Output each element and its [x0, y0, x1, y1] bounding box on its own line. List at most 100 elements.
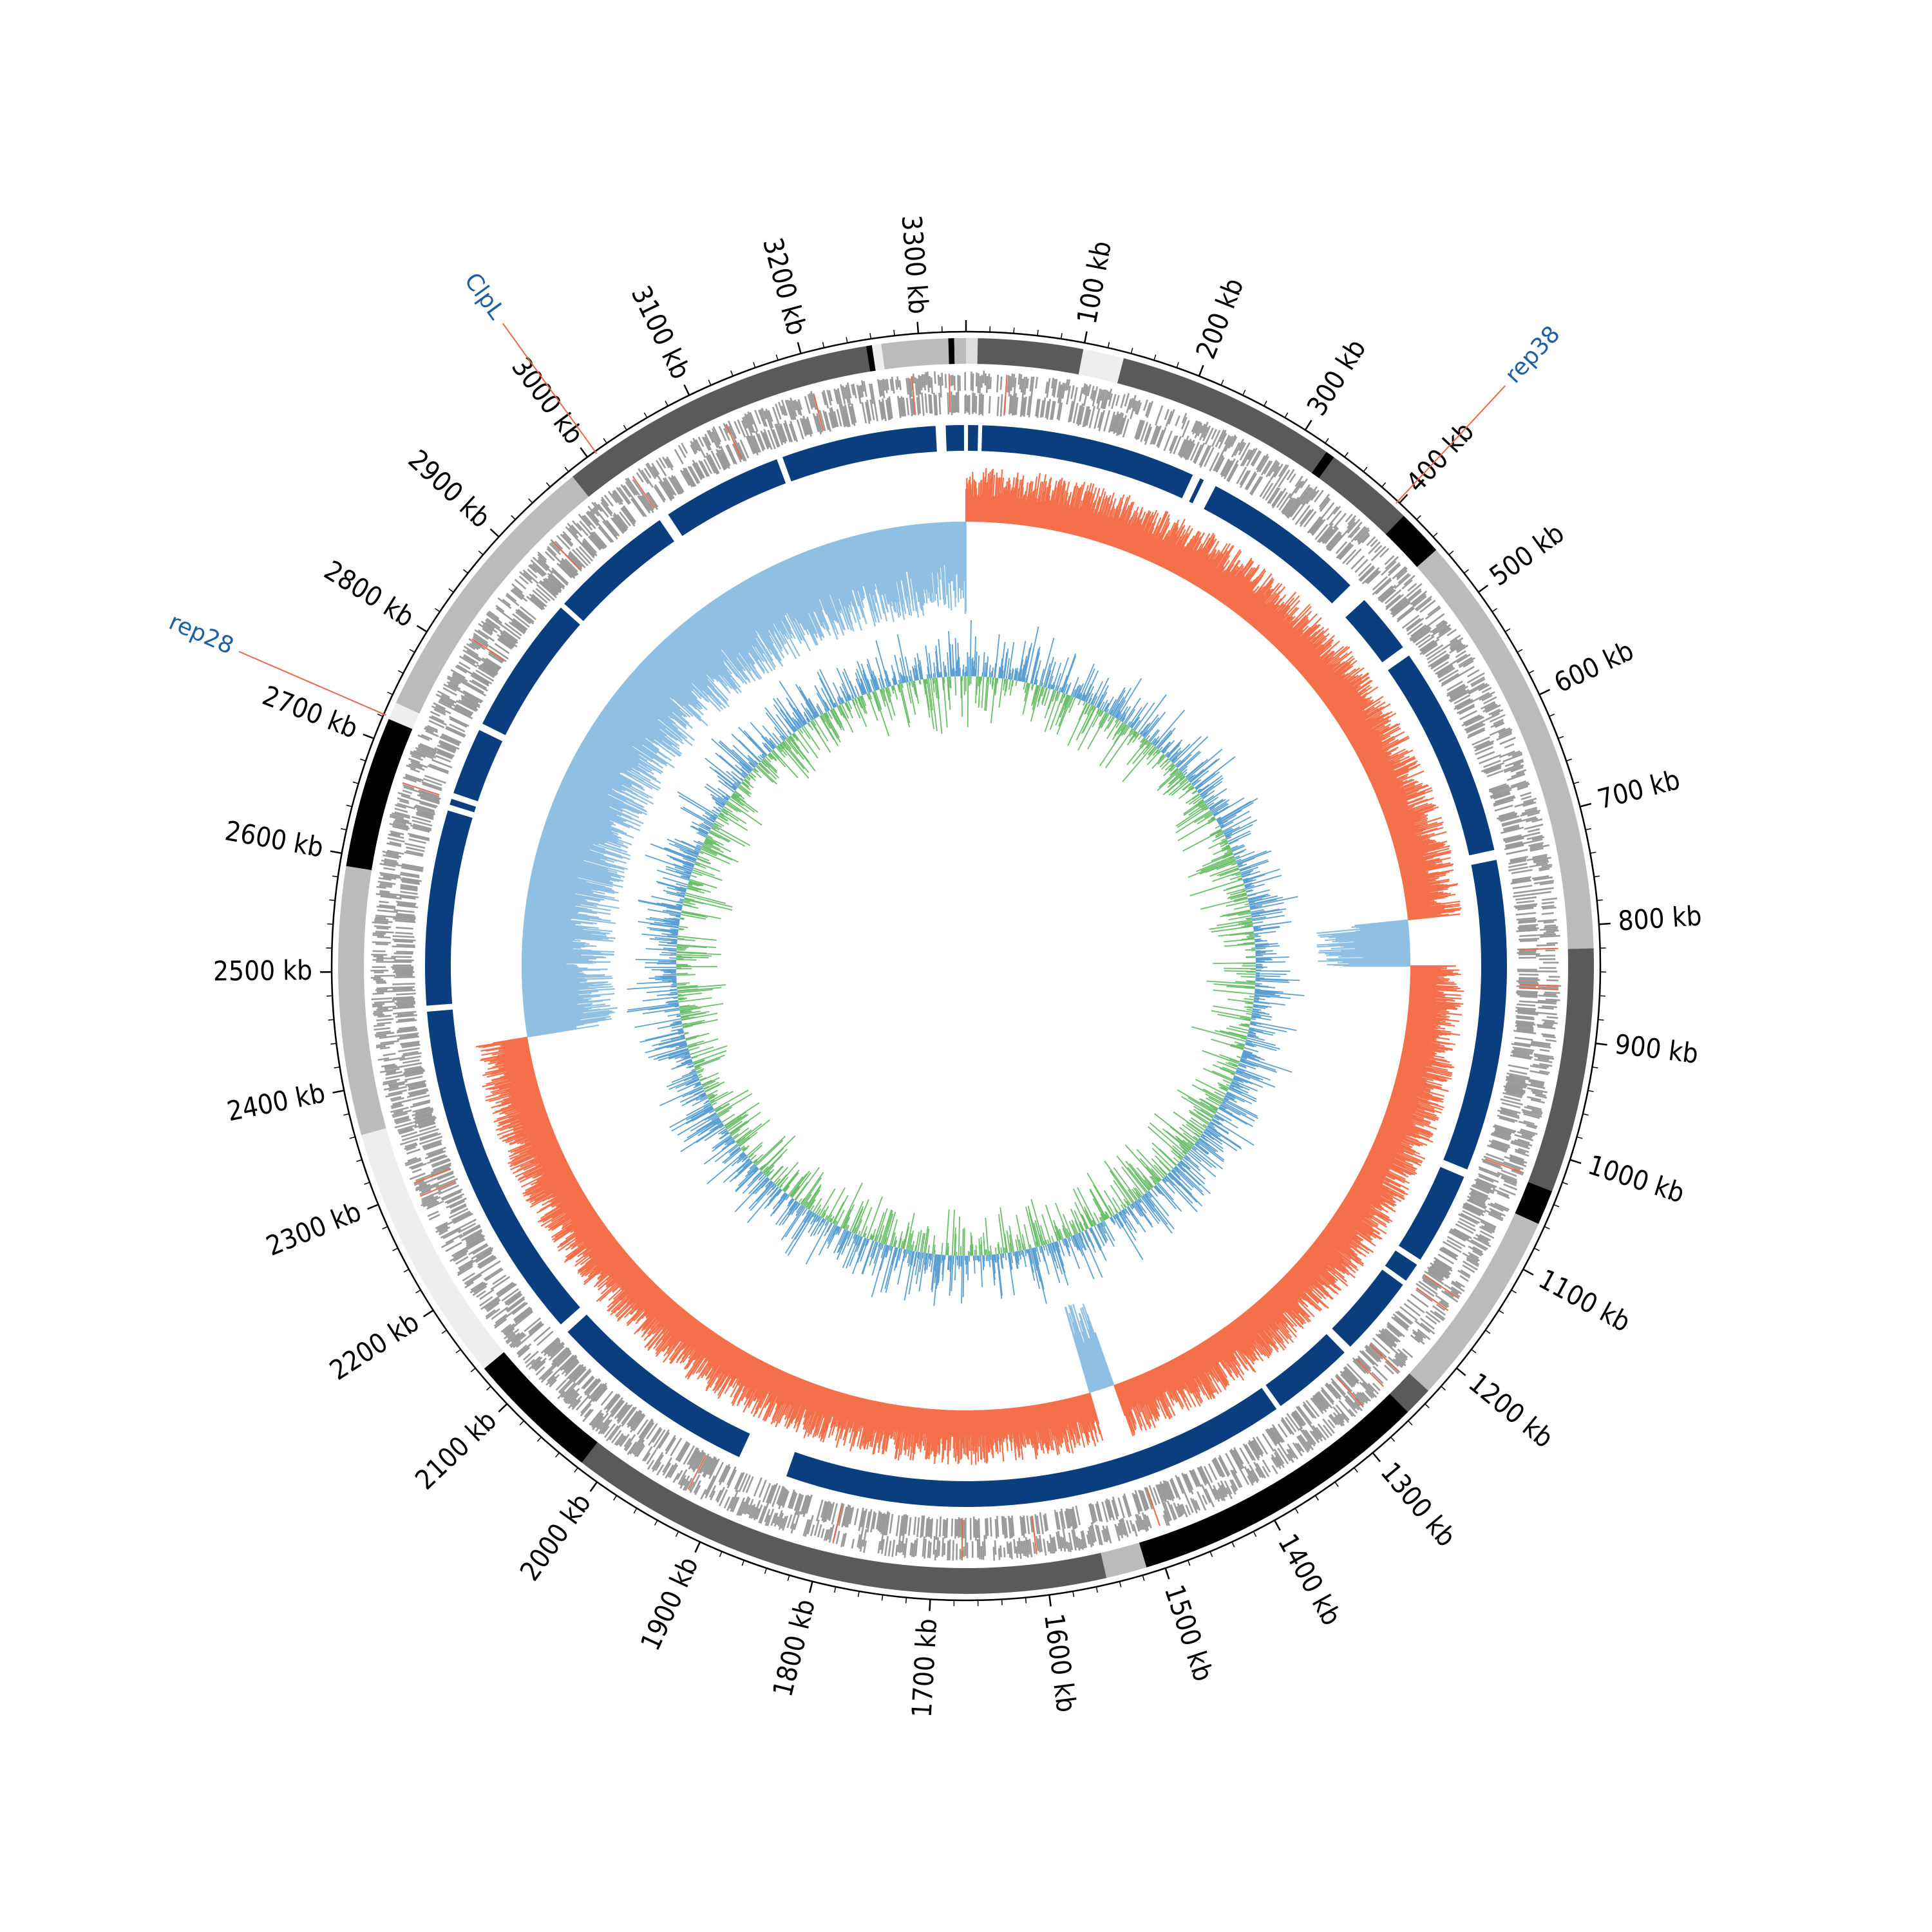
tick-label: 1800 kb	[766, 1596, 821, 1700]
contig-segment	[966, 338, 978, 365]
gc-skew-ring	[475, 468, 1464, 1465]
minor-tick	[392, 1247, 399, 1251]
minor-tick	[1590, 851, 1596, 854]
annotation-label: ClpL	[459, 268, 510, 324]
major-tick	[332, 1090, 345, 1094]
minor-tick	[1037, 330, 1039, 336]
minor-tick	[1592, 1066, 1598, 1069]
minor-tick	[1294, 1508, 1299, 1514]
contig-segment	[582, 1442, 1107, 1594]
minor-tick	[1354, 1467, 1358, 1473]
annotation-line	[502, 323, 598, 454]
minor-tick	[1381, 482, 1387, 488]
major-tick	[1083, 331, 1088, 343]
minor-tick	[1577, 1136, 1583, 1139]
contig-segment	[388, 703, 420, 730]
blast-hit-segment	[1265, 1334, 1345, 1406]
minor-tick	[382, 1226, 388, 1229]
minor-tick	[1582, 1113, 1589, 1116]
blast-hit-segment	[567, 1314, 750, 1457]
minor-tick	[730, 370, 734, 377]
minor-tick	[787, 1575, 790, 1581]
major-tick	[1598, 922, 1611, 925]
forward-genes	[370, 370, 1562, 1561]
minor-tick	[1425, 1403, 1430, 1408]
blast-hit-segment	[1189, 478, 1204, 504]
minor-tick	[1492, 608, 1497, 612]
contig-segment	[871, 343, 885, 371]
minor-tick	[1025, 1597, 1027, 1604]
major-tick	[363, 734, 374, 739]
minor-tick	[519, 1420, 524, 1426]
minor-tick	[1441, 1386, 1446, 1391]
minor-tick	[364, 1182, 370, 1185]
major-tick	[580, 447, 589, 458]
minor-tick	[330, 1043, 337, 1045]
minor-tick	[1528, 670, 1535, 674]
minor-tick	[1553, 1204, 1560, 1208]
tick-label: 2800 kb	[319, 554, 420, 634]
tick-label: 2900 kb	[402, 444, 497, 534]
gc-skew-band	[1082, 1361, 1114, 1393]
major-tick	[1273, 1520, 1281, 1531]
minor-tick	[1408, 1420, 1413, 1426]
minor-tick	[1220, 379, 1224, 386]
minor-tick	[675, 1531, 679, 1537]
minor-tick	[555, 1452, 560, 1458]
gc-content-ring	[627, 620, 1305, 1306]
minor-tick	[764, 1567, 768, 1574]
tick-label: 3200 kb	[757, 234, 813, 338]
minor-tick	[1107, 342, 1110, 348]
minor-tick	[511, 515, 516, 520]
gc-skew-band	[1382, 920, 1410, 966]
blast-hit-segment	[981, 425, 1193, 498]
blast-hit-segment	[668, 459, 786, 536]
minor-tick	[708, 379, 712, 386]
tick-label: 1700 kb	[906, 1618, 943, 1719]
minor-tick	[1432, 532, 1438, 538]
minor-tick	[1549, 714, 1555, 717]
major-tick	[797, 342, 802, 354]
minor-tick	[775, 354, 779, 361]
minor-tick	[528, 498, 533, 504]
minor-tick	[1517, 649, 1523, 653]
minor-tick	[1187, 1560, 1191, 1566]
major-tick	[416, 625, 428, 633]
gc-skew-band	[1113, 966, 1430, 1404]
minor-tick	[1130, 348, 1133, 354]
tick-label: 2700 kb	[258, 679, 362, 744]
blast-hit-segment	[1388, 655, 1495, 856]
minor-tick	[409, 649, 415, 653]
contig-segment	[1385, 515, 1437, 567]
blast-hit-segment	[427, 1009, 580, 1325]
contig-segment	[346, 719, 413, 871]
minor-tick	[1587, 1090, 1594, 1092]
minor-tick	[1598, 1019, 1604, 1021]
minor-tick	[349, 1136, 355, 1139]
annotation-line	[1396, 385, 1506, 504]
tick-label: 2200 kb	[324, 1306, 424, 1387]
minor-tick	[403, 1269, 410, 1273]
minor-tick	[455, 1349, 461, 1354]
minor-tick	[415, 1289, 421, 1294]
minor-tick	[1585, 828, 1591, 831]
minor-tick	[1264, 401, 1267, 406]
annotation-line	[238, 650, 387, 716]
blast-hit-segment	[425, 810, 473, 1006]
blast-hit-segment	[450, 799, 477, 813]
tick-label: 2600 kb	[223, 815, 326, 864]
tick-label: 700 kb	[1595, 764, 1683, 815]
reverse-genes	[391, 391, 1540, 1541]
minor-tick	[1209, 1551, 1213, 1557]
contig-segment	[977, 338, 1084, 375]
minor-tick	[1153, 354, 1157, 361]
minor-tick	[643, 412, 648, 418]
minor-tick	[719, 1551, 723, 1557]
minor-tick	[536, 1437, 542, 1442]
blast-hit-segment	[782, 426, 937, 482]
minor-tick	[857, 1591, 860, 1597]
minor-tick	[1562, 1182, 1568, 1185]
minor-tick	[603, 438, 607, 444]
